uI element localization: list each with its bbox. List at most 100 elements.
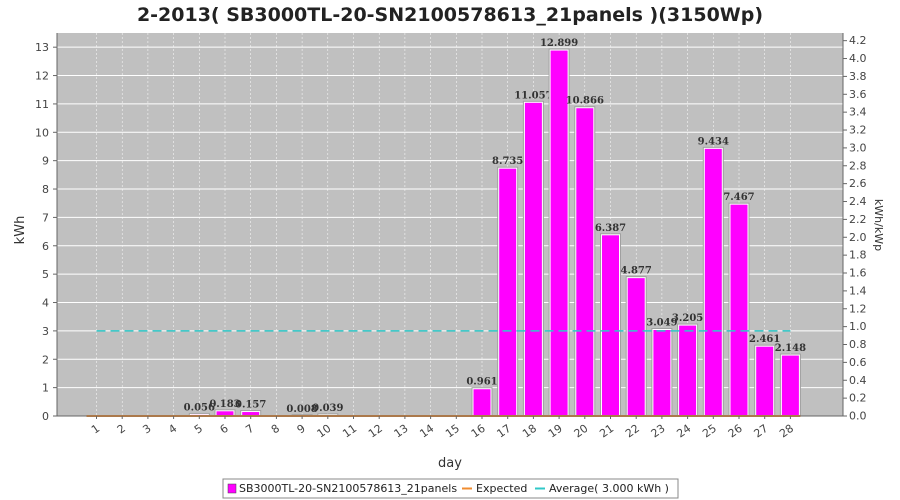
- legend-box: [222, 478, 679, 499]
- y-right-tick-label: 1.8: [849, 249, 867, 262]
- bar: [626, 277, 646, 417]
- x-tick-label: 26: [726, 422, 745, 441]
- bar-value-label: 10.866: [566, 96, 604, 107]
- y-right-tick-label: 1.2: [849, 302, 867, 315]
- y-right-tick-label: 1.0: [849, 320, 867, 333]
- y-right-tick-label: 1.6: [849, 267, 867, 280]
- bar: [755, 345, 775, 417]
- x-tick-label: 13: [392, 422, 411, 441]
- bar-value-label: 2.461: [749, 334, 780, 345]
- y-tick-label: 12: [35, 70, 49, 83]
- y-right-tick-label: 2.4: [849, 195, 867, 208]
- y-tick-label: 4: [42, 297, 49, 310]
- x-tick-label: 5: [192, 422, 205, 437]
- bar-value-label: 0.056: [184, 402, 215, 413]
- bar-value-label: 7.467: [723, 192, 754, 203]
- bar: [601, 234, 620, 417]
- x-tick-label: 4: [166, 422, 179, 437]
- y-tick-label: 2: [42, 353, 49, 366]
- y-right-tick-label: 0.4: [849, 374, 867, 387]
- bar-value-label: 0.039: [312, 403, 343, 414]
- x-tick-label: 6: [218, 422, 231, 437]
- y-tick-label: 10: [35, 126, 49, 139]
- x-tick-label: 7: [243, 422, 256, 437]
- bar-value-label: 8.735: [492, 156, 523, 167]
- y-right-tick-label: 0.8: [849, 338, 867, 351]
- bar: [652, 328, 672, 417]
- x-tick-label: 11: [340, 422, 359, 441]
- y-tick-label: 0: [42, 410, 49, 423]
- x-tick-label: 19: [546, 422, 565, 441]
- y-right-tick-label: 2.8: [849, 159, 867, 172]
- x-tick-label: 12: [366, 422, 385, 441]
- x-tick-label: 27: [751, 422, 770, 441]
- x-tick-label: 16: [469, 422, 488, 441]
- y-tick-label: 5: [42, 268, 49, 281]
- bar: [703, 147, 723, 417]
- y-right-tick-label: 0.6: [849, 356, 867, 369]
- y-right-tick-label: 0.0: [849, 410, 867, 423]
- bar-value-label: 4.877: [621, 266, 652, 277]
- bar-value-label: 9.434: [698, 136, 729, 147]
- bar: [780, 354, 800, 417]
- legend-label-average: Average( 3.000 kWh ): [549, 482, 669, 495]
- x-axis-label: day: [438, 456, 462, 471]
- bar: [678, 324, 698, 417]
- x-tick-label: 9: [295, 422, 308, 437]
- y-right-tick-label: 4.0: [849, 52, 867, 65]
- x-tick-label: 18: [520, 422, 539, 441]
- bar: [729, 203, 749, 417]
- y-right-tick-label: 0.2: [849, 392, 867, 405]
- y-axis-right-label: kWh/kWp: [872, 199, 885, 251]
- bar-value-label: 3.049: [646, 317, 677, 328]
- bar-value-label: 12.899: [540, 38, 578, 49]
- y-right-tick-label: 4.2: [849, 34, 867, 47]
- y-axis-right: 0.0 0.2 0.4 0.6 0.8 1.0 1.2 1.4 1.6 1.8 2.0 2.2 2.4 2…: [842, 33, 867, 423]
- bar-value-label: 2.148: [775, 343, 806, 354]
- y-axis-label: kWh: [13, 216, 28, 245]
- x-tick-label: 21: [597, 422, 616, 441]
- y-right-tick-label: 2.2: [849, 213, 867, 226]
- x-tick-label: 17: [494, 422, 513, 441]
- y-right-tick-label: 1.4: [849, 284, 867, 297]
- x-tick-label: 14: [417, 422, 436, 441]
- x-tick-label: 23: [649, 422, 668, 441]
- y-right-tick-label: 3.6: [849, 88, 867, 101]
- x-tick-label: 1: [89, 422, 102, 437]
- legend: SB3000TL-20-SN2100578613_21panels Expect…: [222, 478, 679, 499]
- x-tick-label: 24: [674, 422, 693, 441]
- y-right-tick-label: 2.6: [849, 177, 867, 190]
- chart-title: 2-2013( SB3000TL-20-SN2100578613_21panel…: [137, 4, 763, 26]
- bar: [498, 167, 518, 417]
- x-tick-label: 8: [269, 422, 282, 437]
- y-tick-label: 7: [42, 211, 49, 224]
- y-right-tick-label: 3.4: [849, 106, 867, 119]
- x-tick-label: 20: [572, 422, 591, 441]
- y-right-tick-label: 3.2: [849, 124, 867, 137]
- x-tick-label: 2: [115, 422, 128, 437]
- y-tick-label: 9: [42, 155, 49, 168]
- y-right-tick-label: 3.0: [849, 141, 867, 154]
- bar-value-label: 0.961: [466, 377, 497, 388]
- bar-value-label: 3.205: [672, 313, 703, 324]
- bar: [472, 388, 492, 417]
- legend-label-production: SB3000TL-20-SN2100578613_21panels: [239, 482, 457, 495]
- y-right-tick-label: 2.0: [849, 231, 867, 244]
- bar-value-label: 0.008: [286, 404, 317, 415]
- x-tick-label: 28: [777, 422, 796, 441]
- legend-label-expected: Expected: [476, 482, 527, 495]
- bar-value-label: 0.157: [235, 400, 266, 411]
- y-tick-label: 1: [42, 382, 49, 395]
- y-tick-label: 6: [42, 240, 49, 253]
- bar: [575, 107, 595, 417]
- legend-swatch-production: [227, 483, 237, 494]
- y-tick-label: 11: [35, 98, 49, 111]
- bar-value-label: 0.183: [209, 399, 240, 410]
- plot-area: [57, 33, 843, 416]
- bar: [523, 101, 543, 417]
- x-tick-label: 15: [443, 422, 462, 441]
- grid: [57, 33, 843, 417]
